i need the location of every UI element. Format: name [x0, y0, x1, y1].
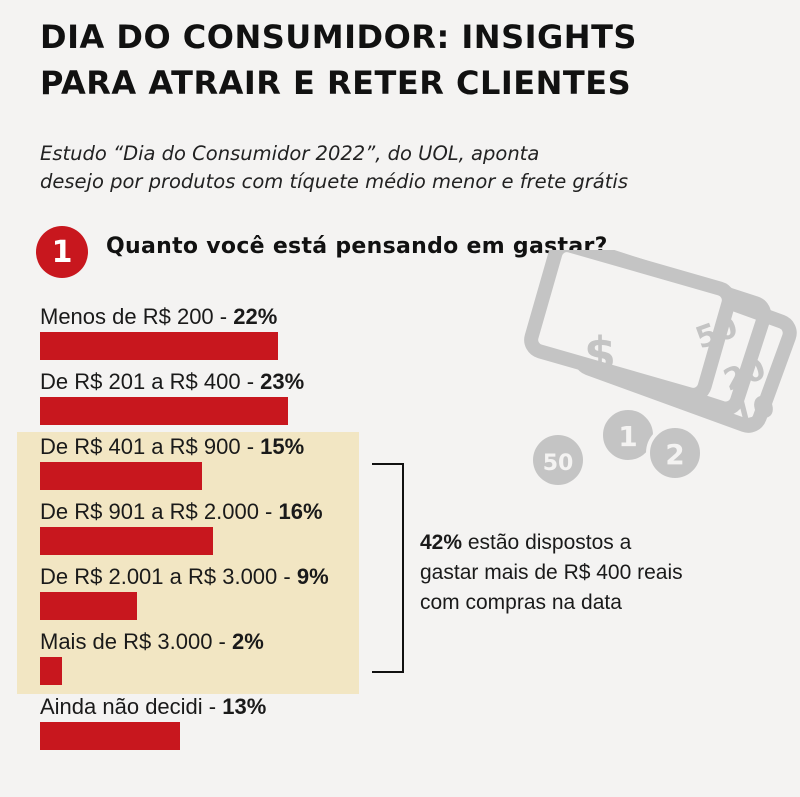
- value-label: 9%: [296, 564, 329, 589]
- callout-line-1: 42% estão dispostos a: [420, 528, 720, 558]
- category-name: De R$ 901 a R$ 2.000 -: [40, 499, 279, 524]
- category-name: De R$ 201 a R$ 400 -: [40, 369, 261, 394]
- bill-front-icon: [524, 250, 736, 402]
- category-label: De R$ 201 a R$ 400 - 23%: [40, 369, 304, 395]
- category-label: Menos de R$ 200 - 22%: [40, 304, 277, 330]
- bar: [40, 527, 213, 555]
- coin-label-2: 2: [665, 438, 684, 471]
- coin-1-icon: 1: [599, 406, 657, 464]
- category-name: De R$ 401 a R$ 900 -: [40, 434, 261, 459]
- callout-line-1-rest: estão dispostos a: [462, 531, 632, 554]
- callout-line-3: com compras na data: [420, 591, 622, 614]
- category-name: Menos de R$ 200 -: [40, 304, 234, 329]
- value-label: 22%: [233, 304, 278, 329]
- title-line-1: DIA DO CONSUMIDOR: INSIGHTS: [40, 18, 637, 56]
- coin-label-50: 50: [543, 451, 574, 476]
- question-number-badge: 1: [36, 226, 88, 278]
- category-name: Mais de R$ 3.000 -: [40, 629, 232, 654]
- title-line-2: PARA ATRAIR E RETER CLIENTES: [40, 64, 632, 102]
- bar: [40, 657, 62, 685]
- category-label: Mais de R$ 3.000 - 2%: [40, 629, 264, 655]
- category-label: De R$ 2.001 a R$ 3.000 - 9%: [40, 564, 329, 590]
- subtitle: Estudo “Dia do Consumidor 2022”, do UOL,…: [40, 140, 760, 196]
- subtitle-line-2: desejo por produtos com tíquete médio me…: [40, 170, 628, 193]
- category-label: Ainda não decidi - 13%: [40, 694, 266, 720]
- group-bracket: [372, 463, 404, 673]
- money-bills-coins-icon: $ 50 20 10 50 1 2: [524, 250, 797, 485]
- bar: [40, 722, 180, 750]
- question-text: Quanto você está pensando em gastar?: [106, 234, 608, 259]
- bar: [40, 592, 137, 620]
- callout-line-2: gastar mais de R$ 400 reais: [420, 561, 683, 584]
- coin-50-icon: 50: [533, 435, 583, 485]
- callout-percent: 42%: [420, 531, 463, 554]
- value-label: 13%: [222, 694, 267, 719]
- subtitle-line-1: Estudo “Dia do Consumidor 2022”, do UOL,…: [40, 142, 540, 165]
- callout-text: 42% estão dispostos a gastar mais de R$ …: [420, 528, 720, 618]
- category-name: Ainda não decidi -: [40, 694, 223, 719]
- bill-dollar-label: $: [584, 327, 616, 381]
- value-label: 16%: [278, 499, 323, 524]
- category-label: De R$ 901 a R$ 2.000 - 16%: [40, 499, 323, 525]
- category-label: De R$ 401 a R$ 900 - 15%: [40, 434, 304, 460]
- value-label: 2%: [231, 629, 264, 654]
- page-title: DIA DO CONSUMIDOR: INSIGHTS PARA ATRAIR …: [40, 14, 760, 106]
- bar: [40, 397, 288, 425]
- coin-label-1: 1: [618, 420, 637, 453]
- bar: [40, 462, 202, 490]
- value-label: 23%: [260, 369, 305, 394]
- value-label: 15%: [260, 434, 305, 459]
- coin-2-icon: 2: [646, 424, 704, 482]
- category-name: De R$ 2.001 a R$ 3.000 -: [40, 564, 297, 589]
- bar: [40, 332, 278, 360]
